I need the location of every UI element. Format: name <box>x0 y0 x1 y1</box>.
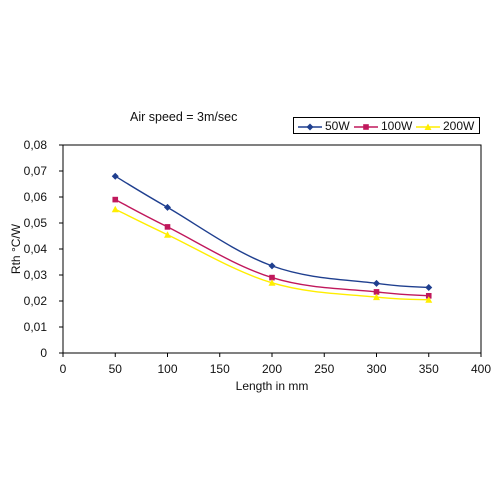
data-point-100w <box>425 293 432 299</box>
x-tick-label: 200 <box>262 362 282 376</box>
x-tick-label: 300 <box>366 362 386 376</box>
data-point-200w <box>164 231 171 238</box>
y-tick-label: 0,05 <box>24 216 48 230</box>
x-tick-label: 50 <box>109 362 123 376</box>
data-point-50w <box>373 279 380 287</box>
legend-label-100w: 100W <box>381 119 413 133</box>
chart-subtitle: Air speed = 3m/sec <box>130 110 238 124</box>
data-point-200w <box>268 279 276 286</box>
chart-legend: 50W 100W 200W <box>293 117 480 134</box>
series-layer <box>111 172 433 303</box>
y-tick-label: 0,03 <box>24 268 48 282</box>
legend-label-50w: 50W <box>325 119 350 133</box>
y-tick-label: 0,07 <box>24 164 48 178</box>
legend-marker <box>306 123 314 131</box>
data-point-200w <box>425 296 433 303</box>
legend-marker <box>424 123 432 130</box>
x-tick-label: 150 <box>210 362 230 376</box>
y-tick-label: 0,04 <box>24 242 48 256</box>
y-tick-label: 0,08 <box>24 138 48 152</box>
y-tick-label: 0 <box>40 346 47 360</box>
y-tick-label: 0,02 <box>24 294 48 308</box>
data-point-200w <box>111 205 119 213</box>
data-point-50w <box>268 262 276 270</box>
data-point-50w <box>164 203 171 211</box>
x-tick-label: 0 <box>60 362 67 376</box>
data-point-50w <box>425 283 433 291</box>
y-axis-title: Rth °C/W <box>9 223 23 274</box>
data-point-100w <box>269 274 275 281</box>
legend-marker <box>363 124 369 130</box>
legend-swatch-50w <box>298 123 322 131</box>
data-point-50w <box>111 172 119 180</box>
legend-swatch-200w <box>416 123 440 130</box>
series-50w <box>111 172 433 291</box>
x-axis-title: Length in mm <box>236 379 309 393</box>
series-200w <box>111 205 433 303</box>
x-axis-ticks: 0 50 100 150 200 250 300 350 400 <box>60 353 491 376</box>
x-tick-label: 350 <box>419 362 439 376</box>
legend-swatch-100w <box>354 124 378 130</box>
plot-area <box>62 144 482 354</box>
data-point-200w <box>373 293 380 301</box>
legend-label-200w: 200W <box>443 119 475 133</box>
x-tick-label: 400 <box>471 362 491 376</box>
data-point-100w <box>112 196 119 203</box>
y-tick-label: 0,06 <box>24 190 48 204</box>
y-tick-label: 0,01 <box>24 320 48 334</box>
series-100w <box>112 196 432 299</box>
x-tick-label: 100 <box>157 362 177 376</box>
data-point-100w <box>373 289 380 295</box>
x-tick-label: 250 <box>314 362 334 376</box>
data-point-100w <box>164 224 171 230</box>
y-axis-ticks: 0 0,01 0,02 0,03 0,04 0,05 0,06 0,07 0,08 <box>24 138 63 360</box>
